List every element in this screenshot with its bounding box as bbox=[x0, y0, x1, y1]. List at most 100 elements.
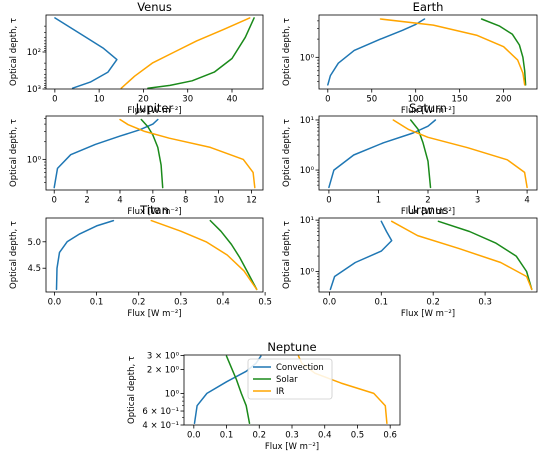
titan-xlabel: Flux [W m⁻²] bbox=[127, 309, 181, 319]
titan-xtick-label: 0.0 bbox=[48, 298, 62, 308]
titan-title: Titan bbox=[139, 203, 169, 217]
uranus-title: Uranus bbox=[408, 203, 449, 217]
earth-ytick-label: 10⁰ bbox=[300, 53, 315, 63]
earth-xtick-label: 100 bbox=[408, 95, 424, 105]
jupiter-xtick-label: 2 bbox=[84, 196, 89, 206]
titan-ytick-label: 5.0 bbox=[27, 238, 41, 248]
earth-series-convection bbox=[327, 18, 426, 86]
venus-xtick-label: 30 bbox=[182, 95, 193, 105]
jupiter-title: Jupiter bbox=[135, 101, 174, 115]
titan-xtick-label: 0.4 bbox=[216, 298, 230, 308]
titan-xtick-label: 0.1 bbox=[90, 298, 104, 308]
saturn-axes-frame bbox=[318, 115, 538, 191]
titan-ytick-label: 4.5 bbox=[27, 264, 41, 274]
earth-xlabel: Flux [W m⁻²] bbox=[401, 106, 455, 116]
titan-xtick-label: 0.2 bbox=[132, 298, 146, 308]
earth-xtick-label: 200 bbox=[495, 95, 511, 105]
neptune-xtick-label: 0.3 bbox=[285, 431, 299, 441]
venus-xtick-label: 40 bbox=[227, 95, 238, 105]
jupiter-xtick-label: 8 bbox=[183, 196, 188, 206]
saturn-title: Saturn bbox=[409, 101, 447, 115]
legend-label-solar: Solar bbox=[276, 375, 298, 385]
jupiter-series-convection bbox=[53, 118, 159, 189]
neptune-xtick-label: 0.0 bbox=[187, 431, 201, 441]
earth-axes-frame bbox=[318, 14, 538, 90]
uranus-xtick-label: 0.2 bbox=[426, 298, 440, 308]
earth-ylabel: Optical depth, τ bbox=[282, 18, 292, 86]
earth-title: Earth bbox=[413, 0, 444, 14]
neptune-ytick-label: 4 × 10⁻¹ bbox=[142, 421, 179, 431]
neptune-xtick-label: 0.4 bbox=[318, 431, 332, 441]
venus-series-convection bbox=[54, 17, 118, 89]
uranus-series-ir bbox=[390, 220, 533, 291]
uranus-ylabel: Optical depth, τ bbox=[282, 221, 292, 289]
venus-xtick-label: 10 bbox=[94, 95, 105, 105]
saturn-ytick-label: 10⁰ bbox=[300, 166, 315, 176]
saturn-xtick-label: 2 bbox=[425, 196, 430, 206]
saturn-xlabel: Flux [W m⁻²] bbox=[401, 207, 455, 217]
uranus-xlabel: Flux [W m⁻²] bbox=[401, 309, 455, 319]
neptune-xtick-label: 0.2 bbox=[253, 431, 267, 441]
uranus-ytick-label: 10⁰ bbox=[300, 268, 315, 278]
venus-ylabel: Optical depth, τ bbox=[9, 18, 19, 86]
neptune-xtick-label: 0.5 bbox=[351, 431, 365, 441]
uranus-xtick-label: 0.0 bbox=[323, 298, 337, 308]
saturn-series-convection bbox=[328, 119, 437, 189]
titan-axes-frame bbox=[45, 217, 264, 293]
saturn-xtick-label: 4 bbox=[524, 196, 529, 206]
uranus-xtick-label: 0.3 bbox=[478, 298, 492, 308]
venus-ytick-label: 10² bbox=[27, 48, 41, 58]
saturn-ytick-label: 10¹ bbox=[300, 116, 314, 126]
legend: Convection Solar IR bbox=[247, 358, 333, 400]
neptune-ytick-label: 2 × 10⁰ bbox=[147, 366, 180, 376]
jupiter-xtick-label: 10 bbox=[213, 196, 224, 206]
venus-panel: 0 10 20 30 40 10² 10³ Venus Flux [W m⁻²] Optical … bbox=[9, 0, 264, 116]
legend-label-convection: Convection bbox=[276, 363, 324, 373]
jupiter-series-solar bbox=[140, 118, 164, 189]
jupiter-axes-frame bbox=[45, 115, 264, 191]
neptune-ytick-label: 3 × 10⁰ bbox=[147, 352, 180, 362]
neptune-xtick-label: 0.1 bbox=[220, 431, 234, 441]
saturn-xtick-label: 0 bbox=[326, 196, 331, 206]
venus-xlabel: Flux [W m⁻²] bbox=[127, 106, 181, 116]
titan-xtick-label: 0.3 bbox=[174, 298, 188, 308]
saturn-series-ir bbox=[392, 119, 528, 189]
uranus-ytick-label: 10¹ bbox=[300, 216, 314, 226]
neptune-ylabel: Optical depth, τ bbox=[127, 356, 137, 424]
legend-box bbox=[247, 358, 333, 400]
venus-xtick-label: 20 bbox=[138, 95, 149, 105]
earth-series-ir bbox=[379, 18, 526, 86]
earth-series-solar bbox=[480, 18, 527, 86]
neptune-panel: 0.0 0.1 0.2 0.3 0.4 0.5 0.6 4 × 10⁻¹ 6 × 10⁻¹ 10⁰… bbox=[127, 340, 401, 452]
neptune-ytick-label: 6 × 10⁻¹ bbox=[142, 407, 179, 417]
neptune-ytick-label: 10⁰ bbox=[165, 389, 180, 399]
uranus-series-convection bbox=[329, 220, 393, 291]
jupiter-ytick-label: 10⁰ bbox=[27, 155, 42, 165]
titan-series-ir bbox=[150, 219, 258, 291]
neptune-xlabel: Flux [W m⁻²] bbox=[265, 442, 319, 452]
venus-series-solar bbox=[147, 17, 255, 89]
jupiter-xlabel: Flux [W m⁻²] bbox=[127, 207, 181, 217]
venus-ytick-label: 10³ bbox=[27, 85, 41, 95]
neptune-series-solar bbox=[225, 355, 251, 425]
titan-series-convection bbox=[55, 219, 115, 291]
venus-series-ir bbox=[120, 17, 251, 89]
uranus-series-solar bbox=[437, 220, 533, 291]
venus-title: Venus bbox=[137, 0, 172, 14]
uranus-axes-frame bbox=[318, 217, 538, 293]
earth-xtick-label: 50 bbox=[366, 95, 377, 105]
uranus-xtick-label: 0.1 bbox=[375, 298, 389, 308]
saturn-xtick-label: 3 bbox=[475, 196, 480, 206]
earth-panel: 0 50 100 150 200 10⁰ Earth Flux [W m⁻²] Optical … bbox=[282, 0, 538, 116]
titan-ylabel: Optical depth, τ bbox=[9, 221, 19, 289]
earth-xtick-label: 150 bbox=[452, 95, 468, 105]
jupiter-xtick-label: 4 bbox=[117, 196, 122, 206]
saturn-ylabel: Optical depth, τ bbox=[282, 119, 292, 187]
titan-series-solar bbox=[209, 219, 258, 291]
saturn-xtick-label: 1 bbox=[376, 196, 381, 206]
jupiter-xtick-label: 0 bbox=[52, 196, 57, 206]
